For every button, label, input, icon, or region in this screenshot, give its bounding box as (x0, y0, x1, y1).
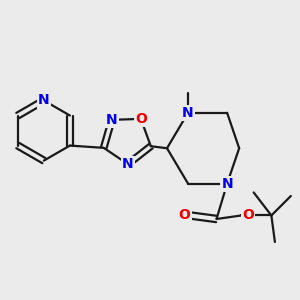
Text: O: O (242, 208, 254, 223)
Text: N: N (106, 113, 118, 127)
Text: O: O (179, 208, 190, 223)
Text: N: N (221, 177, 233, 190)
Text: N: N (38, 94, 50, 107)
Text: N: N (182, 106, 194, 120)
Text: N: N (122, 157, 134, 171)
Text: O: O (135, 112, 147, 126)
